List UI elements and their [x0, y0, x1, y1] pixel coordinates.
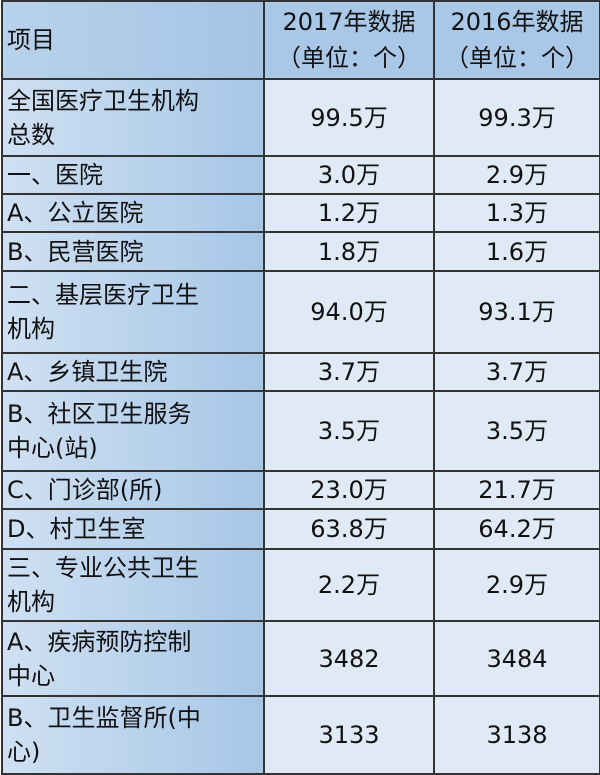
table-row: B、社区卫生服务 中心(站) 3.5万 3.5万	[1, 390, 600, 472]
value-2016: 3.5万	[433, 390, 600, 472]
row-name: A、公立医院	[1, 193, 265, 233]
value-2017: 23.0万	[263, 470, 435, 510]
row-name: 二、基层医疗卫生 机构	[1, 270, 265, 354]
value-2017: 94.0万	[263, 270, 435, 354]
header-2017: 2017年数据 （单位：个）	[263, 0, 435, 80]
value-2017: 3.5万	[263, 390, 435, 472]
value-2017: 2.2万	[263, 548, 435, 622]
table-row: B、民营医院 1.8万 1.6万	[1, 231, 600, 272]
row-name-line: 总数	[7, 120, 55, 149]
row-name-line: 中心(站)	[7, 434, 98, 462]
row-name-line: 中心	[7, 661, 55, 690]
value-2016: 93.1万	[433, 270, 600, 354]
header-item: 项目	[1, 0, 265, 80]
row-name-line: B、民营医院	[7, 237, 144, 266]
row-name-line: 一、医院	[7, 161, 103, 189]
table-row: B、卫生监督所(中 心) 3133 3138	[1, 695, 600, 775]
row-name-line: A、疾病预防控制	[7, 627, 192, 656]
value-2017: 63.8万	[263, 508, 435, 550]
table-row: 三、专业公共卫生 机构 2.2万 2.9万	[1, 548, 600, 622]
row-name-line: 二、基层医疗卫生	[7, 281, 199, 309]
row-name-line: 心)	[7, 738, 41, 766]
row-name-line: D、村卫生室	[7, 515, 146, 543]
row-name-line: B、卫生监督所(中	[7, 704, 201, 732]
value-2016: 2.9万	[433, 548, 600, 622]
row-name: 全国医疗卫生机构 总数	[1, 78, 265, 157]
table-row: A、疾病预防控制 中心 3482 3484	[1, 620, 600, 697]
table-row: C、门诊部(所) 23.0万 21.7万	[1, 470, 600, 510]
header-2016: 2016年数据 （单位：个）	[433, 0, 600, 80]
value-2016: 3484	[433, 620, 600, 697]
header-2016-title: 2016年数据	[450, 8, 584, 36]
table-row: D、村卫生室 63.8万 64.2万	[1, 508, 600, 550]
table-row: A、公立医院 1.2万 1.3万	[1, 193, 600, 233]
value-2016: 2.9万	[433, 155, 600, 195]
row-name-line: C、门诊部(所)	[7, 476, 163, 504]
row-name: D、村卫生室	[1, 508, 265, 550]
value-2016: 3.7万	[433, 352, 600, 392]
value-2017: 99.5万	[263, 78, 435, 157]
value-2016: 1.3万	[433, 193, 600, 233]
row-name-line: 三、专业公共卫生	[7, 554, 199, 582]
row-name: C、门诊部(所)	[1, 470, 265, 510]
header-row: 项目 2017年数据 （单位：个） 2016年数据 （单位：个）	[1, 0, 600, 80]
row-name-line: B、社区卫生服务	[7, 400, 192, 428]
value-2016: 3138	[433, 695, 600, 775]
value-2016: 21.7万	[433, 470, 600, 510]
value-2017: 1.2万	[263, 193, 435, 233]
row-name: B、卫生监督所(中 心)	[1, 695, 265, 775]
row-name: A、乡镇卫生院	[1, 352, 265, 392]
row-name: 三、专业公共卫生 机构	[1, 548, 265, 622]
value-2016: 64.2万	[433, 508, 600, 550]
table-row: 一、医院 3.0万 2.9万	[1, 155, 600, 195]
value-2017: 3.0万	[263, 155, 435, 195]
row-name-line: 全国医疗卫生机构	[7, 86, 199, 115]
row-name-line: 机构	[7, 315, 55, 343]
table-row: A、乡镇卫生院 3.7万 3.7万	[1, 352, 600, 392]
header-2017-unit: （单位：个）	[277, 44, 421, 72]
row-name: B、社区卫生服务 中心(站)	[1, 390, 265, 472]
value-2017: 3133	[263, 695, 435, 775]
table-row: 全国医疗卫生机构 总数 99.5万 99.3万	[1, 78, 600, 157]
value-2016: 99.3万	[433, 78, 600, 157]
row-name: B、民营医院	[1, 231, 265, 272]
value-2017: 3482	[263, 620, 435, 697]
header-2017-title: 2017年数据	[282, 8, 416, 36]
table-row: 二、基层医疗卫生 机构 94.0万 93.1万	[1, 270, 600, 354]
row-name: A、疾病预防控制 中心	[1, 620, 265, 697]
header-2016-unit: （单位：个）	[445, 44, 589, 72]
value-2017: 1.8万	[263, 231, 435, 272]
value-2016: 1.6万	[433, 231, 600, 272]
value-2017: 3.7万	[263, 352, 435, 392]
row-name-line: A、公立医院	[7, 199, 144, 227]
row-name: 一、医院	[1, 155, 265, 195]
row-name-line: A、乡镇卫生院	[7, 358, 168, 386]
row-name-line: 机构	[7, 588, 55, 616]
